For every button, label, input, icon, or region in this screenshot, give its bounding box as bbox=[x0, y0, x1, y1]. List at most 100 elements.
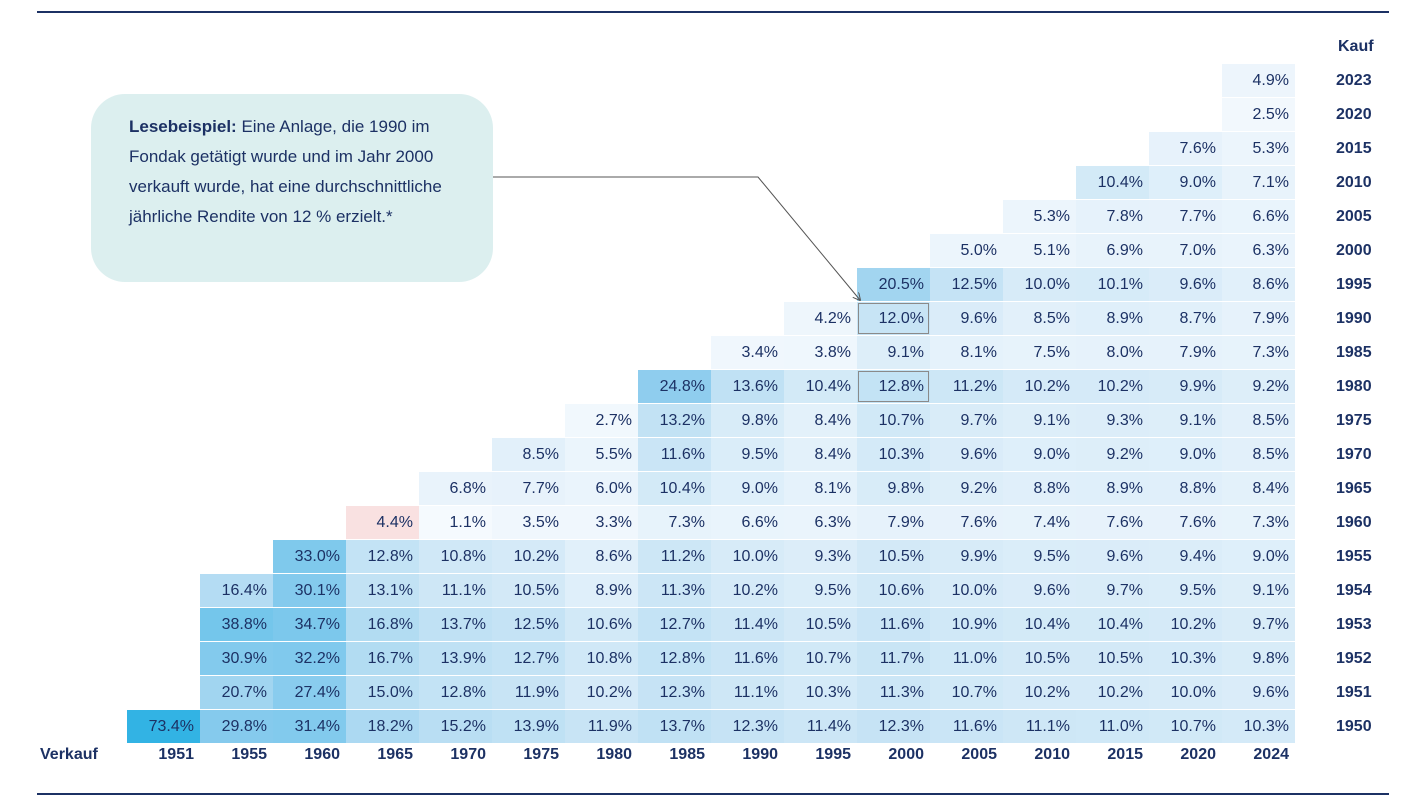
cell-1952-1955: 30.9% bbox=[200, 642, 273, 675]
cell-1953-2000: 11.6% bbox=[857, 608, 930, 641]
cell-1990-2000: 12.0% bbox=[857, 302, 930, 335]
cell-1960-1985: 7.3% bbox=[638, 506, 711, 539]
cell-1995-2015: 10.1% bbox=[1076, 268, 1149, 301]
cell-2010-2024: 7.1% bbox=[1222, 166, 1295, 199]
cell-1950-1970: 15.2% bbox=[419, 710, 492, 743]
cell-1950-1975: 13.9% bbox=[492, 710, 565, 743]
cell-1980-1995: 10.4% bbox=[784, 370, 857, 403]
cell-1952-1960: 32.2% bbox=[273, 642, 346, 675]
cell-1950-2020: 10.7% bbox=[1149, 710, 1222, 743]
cell-1951-2000: 11.3% bbox=[857, 676, 930, 709]
cell-1950-2015: 11.0% bbox=[1076, 710, 1149, 743]
cell-1985-2010: 7.5% bbox=[1003, 336, 1076, 369]
cell-1954-1990: 10.2% bbox=[711, 574, 784, 607]
col-label-1975: 1975 bbox=[523, 746, 559, 763]
cell-1952-2000: 11.7% bbox=[857, 642, 930, 675]
cell-1952-1970: 13.9% bbox=[419, 642, 492, 675]
cell-1951-1970: 12.8% bbox=[419, 676, 492, 709]
cell-1953-1980: 10.6% bbox=[565, 608, 638, 641]
cell-1990-2015: 8.9% bbox=[1076, 302, 1149, 335]
cell-1975-1990: 9.8% bbox=[711, 404, 784, 437]
cell-1960-2010: 7.4% bbox=[1003, 506, 1076, 539]
cell-1960-2005: 7.6% bbox=[930, 506, 1003, 539]
row-label-2005: 2005 bbox=[1336, 207, 1372, 225]
row-label-2010: 2010 bbox=[1336, 173, 1372, 191]
cell-1955-1985: 11.2% bbox=[638, 540, 711, 573]
cell-1951-1965: 15.0% bbox=[346, 676, 419, 709]
col-label-1965: 1965 bbox=[377, 746, 413, 763]
cell-1975-1985: 13.2% bbox=[638, 404, 711, 437]
cell-2000-2005: 5.0% bbox=[930, 234, 1003, 267]
cell-2000-2024: 6.3% bbox=[1222, 234, 1295, 267]
cell-1960-1995: 6.3% bbox=[784, 506, 857, 539]
cell-1980-2024: 9.2% bbox=[1222, 370, 1295, 403]
row-label-2023: 2023 bbox=[1336, 71, 1372, 89]
cell-2005-2020: 7.7% bbox=[1149, 200, 1222, 233]
row-label-1985: 1985 bbox=[1336, 343, 1372, 361]
cell-1985-2005: 8.1% bbox=[930, 336, 1003, 369]
cell-1955-1965: 12.8% bbox=[346, 540, 419, 573]
cell-1975-2015: 9.3% bbox=[1076, 404, 1149, 437]
cell-1954-2015: 9.7% bbox=[1076, 574, 1149, 607]
cell-1970-2000: 10.3% bbox=[857, 438, 930, 471]
kauf-axis-label: Kauf bbox=[1338, 37, 1374, 55]
col-label-2005: 2005 bbox=[961, 746, 997, 763]
cell-1985-1995: 3.8% bbox=[784, 336, 857, 369]
row-label-1953: 1953 bbox=[1336, 615, 1372, 633]
cell-1990-1995: 4.2% bbox=[784, 302, 857, 335]
cell-1951-2010: 10.2% bbox=[1003, 676, 1076, 709]
cell-1951-1975: 11.9% bbox=[492, 676, 565, 709]
cell-2023-2024: 4.9% bbox=[1222, 64, 1295, 97]
cell-1985-1990: 3.4% bbox=[711, 336, 784, 369]
row-label-1990: 1990 bbox=[1336, 309, 1372, 327]
cell-1950-2000: 12.3% bbox=[857, 710, 930, 743]
cell-1953-1965: 16.8% bbox=[346, 608, 419, 641]
cell-1985-2000: 9.1% bbox=[857, 336, 930, 369]
cell-1970-1995: 8.4% bbox=[784, 438, 857, 471]
cell-2005-2015: 7.8% bbox=[1076, 200, 1149, 233]
cell-1960-2024: 7.3% bbox=[1222, 506, 1295, 539]
cell-1951-1995: 10.3% bbox=[784, 676, 857, 709]
cell-1960-2015: 7.6% bbox=[1076, 506, 1149, 539]
cell-1970-2024: 8.5% bbox=[1222, 438, 1295, 471]
col-label-2000: 2000 bbox=[888, 746, 924, 763]
cell-2020-2024: 2.5% bbox=[1222, 98, 1295, 131]
cell-2005-2010: 5.3% bbox=[1003, 200, 1076, 233]
col-label-1995: 1995 bbox=[815, 746, 851, 763]
reading-example-callout: Lesebeispiel: Eine Anlage, die 1990 im F… bbox=[91, 94, 493, 282]
cell-1995-2005: 12.5% bbox=[930, 268, 1003, 301]
cell-1953-2005: 10.9% bbox=[930, 608, 1003, 641]
cell-1955-1975: 10.2% bbox=[492, 540, 565, 573]
cell-2010-2015: 10.4% bbox=[1076, 166, 1149, 199]
cell-1980-1985: 24.8% bbox=[638, 370, 711, 403]
cell-1951-2024: 9.6% bbox=[1222, 676, 1295, 709]
cell-1954-2000: 10.6% bbox=[857, 574, 930, 607]
row-label-1951: 1951 bbox=[1336, 683, 1372, 701]
cell-1990-2010: 8.5% bbox=[1003, 302, 1076, 335]
cell-1960-2020: 7.6% bbox=[1149, 506, 1222, 539]
cell-1951-2020: 10.0% bbox=[1149, 676, 1222, 709]
cell-1953-1975: 12.5% bbox=[492, 608, 565, 641]
cell-1980-2005: 11.2% bbox=[930, 370, 1003, 403]
row-label-1965: 1965 bbox=[1336, 479, 1372, 497]
col-label-1980: 1980 bbox=[596, 746, 632, 763]
cell-1953-2020: 10.2% bbox=[1149, 608, 1222, 641]
cell-1965-1995: 8.1% bbox=[784, 472, 857, 505]
cell-1970-2020: 9.0% bbox=[1149, 438, 1222, 471]
cell-1980-1990: 13.6% bbox=[711, 370, 784, 403]
cell-1960-1980: 3.3% bbox=[565, 506, 638, 539]
row-label-1995: 1995 bbox=[1336, 275, 1372, 293]
cell-2015-2024: 5.3% bbox=[1222, 132, 1295, 165]
cell-1955-2010: 9.5% bbox=[1003, 540, 1076, 573]
cell-1970-2015: 9.2% bbox=[1076, 438, 1149, 471]
cell-1965-1990: 9.0% bbox=[711, 472, 784, 505]
cell-1995-2010: 10.0% bbox=[1003, 268, 1076, 301]
col-label-2020: 2020 bbox=[1180, 746, 1216, 763]
col-label-2010: 2010 bbox=[1034, 746, 1070, 763]
cell-1953-2024: 9.7% bbox=[1222, 608, 1295, 641]
cell-1975-2010: 9.1% bbox=[1003, 404, 1076, 437]
cell-1953-1985: 12.7% bbox=[638, 608, 711, 641]
cell-2000-2015: 6.9% bbox=[1076, 234, 1149, 267]
cell-1952-1985: 12.8% bbox=[638, 642, 711, 675]
bottom-rule bbox=[37, 793, 1389, 795]
